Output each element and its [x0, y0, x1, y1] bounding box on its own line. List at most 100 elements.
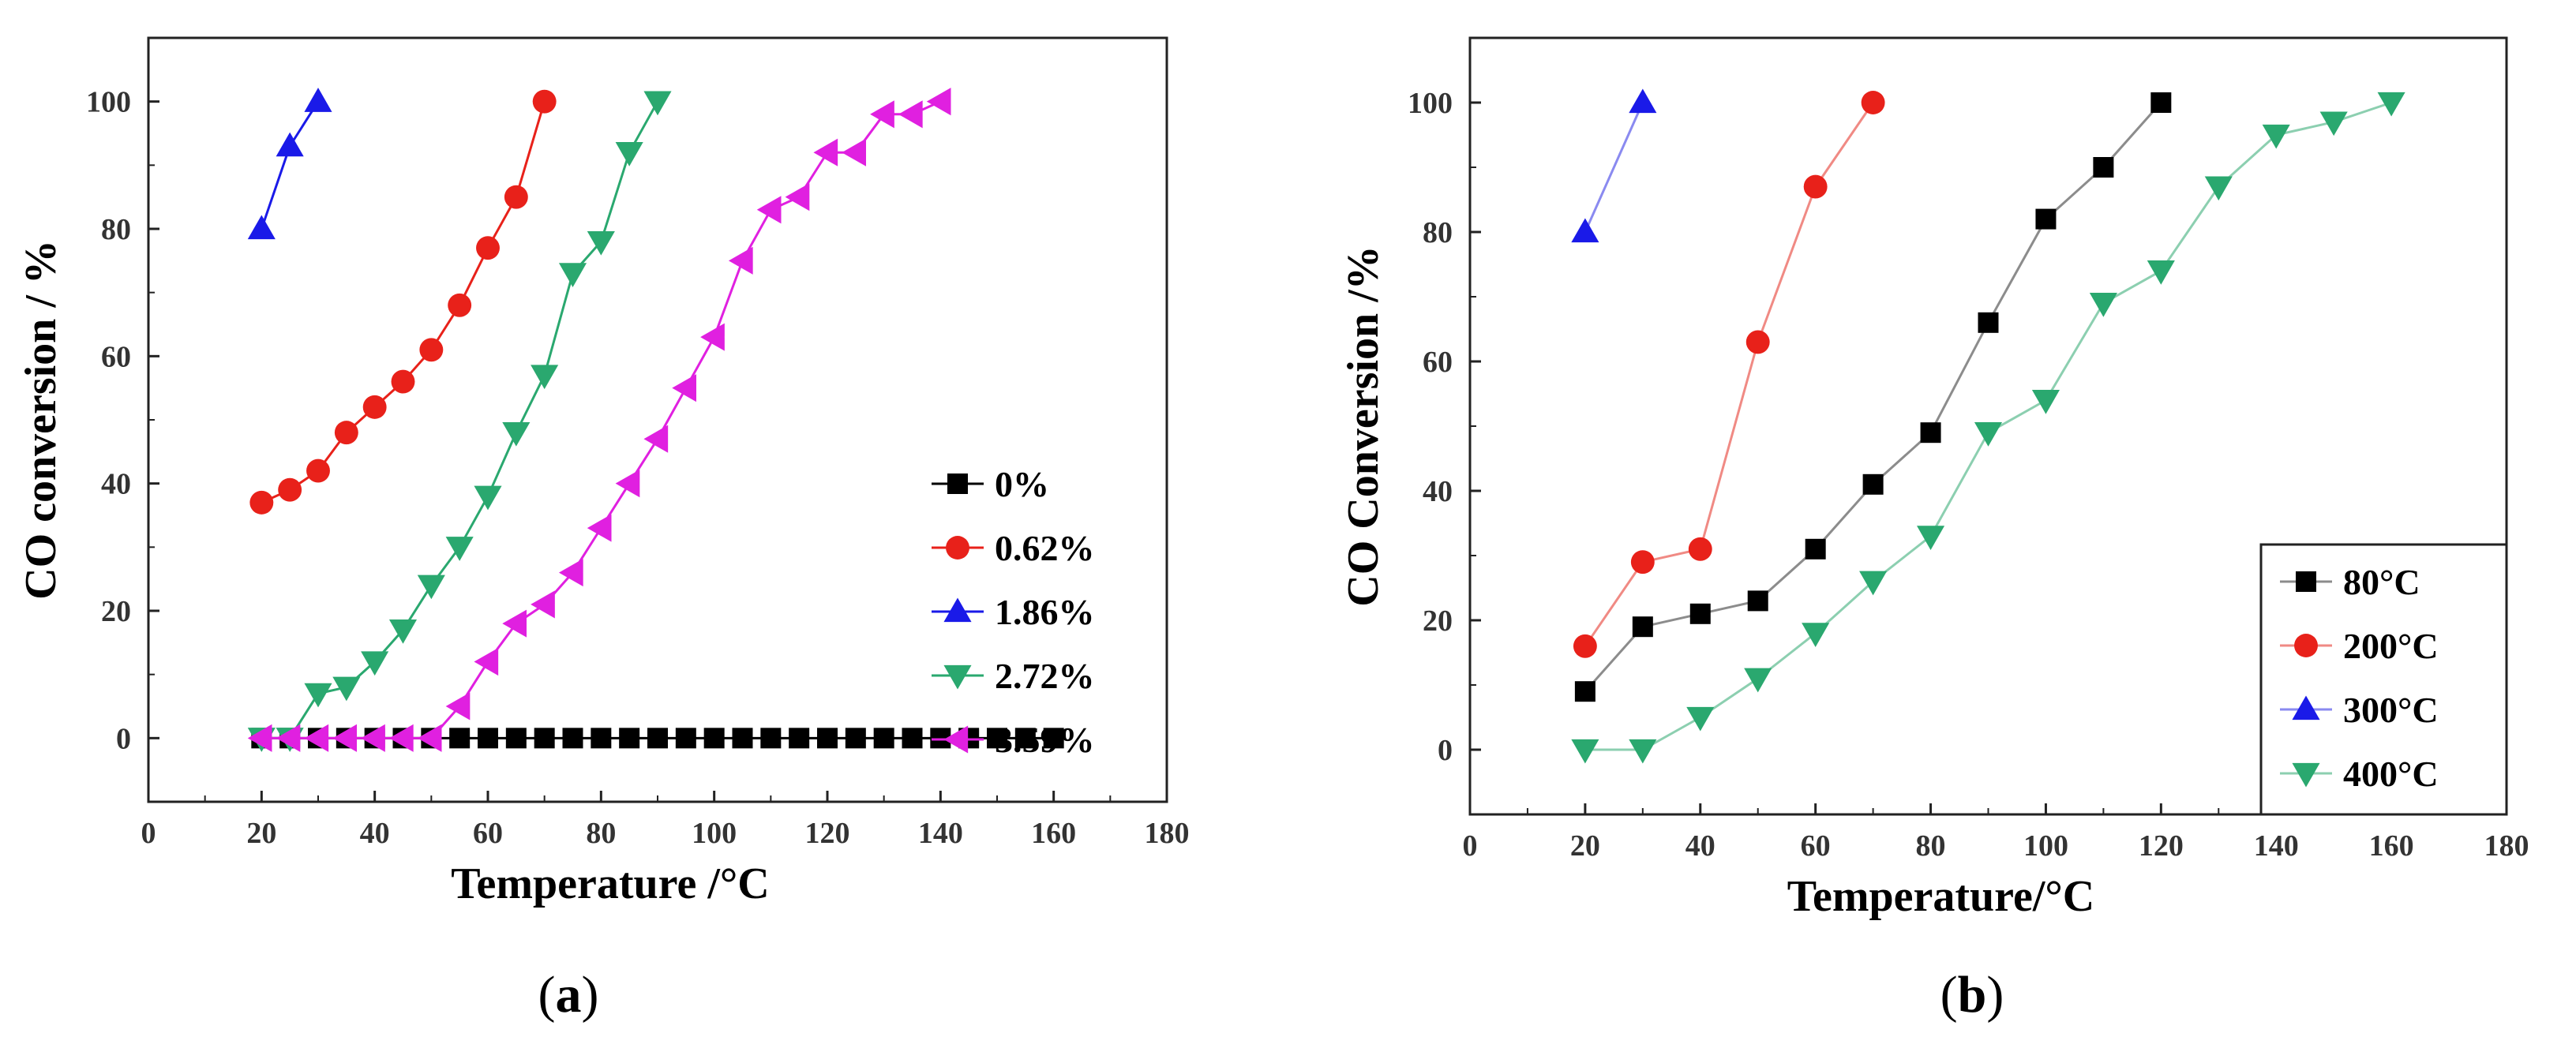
data-point	[531, 590, 555, 619]
x-tick-label: 120	[2139, 829, 2184, 863]
series-4	[247, 88, 951, 752]
series-2	[1571, 88, 1657, 243]
data-point	[643, 425, 669, 453]
data-point	[505, 728, 527, 749]
data-point	[448, 293, 472, 317]
x-tick-label: 0	[1463, 829, 1478, 863]
data-point	[813, 138, 838, 167]
data-point	[1862, 473, 1884, 495]
x-tick-label: 0	[141, 817, 156, 850]
data-point	[1747, 590, 1768, 612]
data-point	[728, 246, 753, 275]
panel-label-a: (a)	[538, 966, 599, 1024]
y-tick-label: 0	[1438, 734, 1453, 767]
y-tick-label: 40	[101, 468, 131, 501]
data-point	[445, 692, 471, 720]
data-point	[388, 619, 418, 644]
data-point	[474, 485, 502, 511]
data-point	[845, 728, 866, 749]
data-point	[1689, 603, 1711, 624]
series-line	[1584, 102, 1874, 647]
data-point	[789, 728, 810, 749]
data-point	[1014, 728, 1036, 749]
data-point	[334, 421, 358, 445]
data-point	[591, 728, 612, 749]
x-tick-label: 20	[246, 817, 276, 850]
y-tick-label: 80	[1423, 216, 1453, 249]
series-line	[261, 101, 546, 504]
legend-label: 400°C	[2343, 754, 2439, 794]
data-point	[2147, 260, 2175, 285]
chart-panel-a: 0 20 40 60 80 100 120 140 160 180 0 20 40 60 80 100 Temp…	[17, 36, 1190, 908]
data-point	[1920, 422, 1941, 444]
data-point	[332, 676, 361, 702]
series-1	[1573, 91, 1885, 658]
data-point	[2035, 208, 2057, 230]
legend: 80°C 200°C 300°C 400°C	[2259, 543, 2508, 816]
data-point	[1805, 538, 1826, 560]
x-tick-label: 80	[586, 817, 616, 850]
data-point	[558, 263, 587, 288]
data-point	[1571, 739, 1599, 764]
data-point	[587, 230, 615, 256]
data-point	[504, 185, 528, 209]
data-point	[1745, 330, 1770, 354]
data-point	[1978, 312, 1999, 333]
data-point	[2377, 92, 2405, 117]
data-point	[987, 728, 1007, 749]
legend-marker	[947, 473, 968, 494]
series-line	[261, 100, 941, 739]
data-point	[1861, 91, 1885, 114]
data-point	[247, 724, 272, 752]
series-1	[249, 89, 557, 515]
data-point	[1629, 739, 1657, 764]
data-point	[756, 196, 782, 224]
legend-marker	[2292, 695, 2320, 720]
x-tick-label: 40	[360, 817, 390, 850]
y-tick-label: 60	[1423, 346, 1453, 379]
y-tick-label: 20	[101, 595, 131, 628]
data-point	[276, 132, 304, 157]
data-point	[672, 374, 696, 402]
legend-label: 1.86%	[995, 592, 1095, 632]
data-point	[700, 323, 725, 351]
legend-marker	[2294, 634, 2318, 657]
series-2	[247, 88, 332, 240]
y-axis-label: CO Conversion /%	[1339, 245, 1388, 606]
data-point	[873, 728, 894, 749]
data-point	[419, 338, 444, 362]
x-tick-label: 80	[1916, 829, 1946, 863]
chart-panel-b: 0 20 40 60 80 100 120 140 160 180 0 20 40 60 80 100 Temp…	[1339, 36, 2529, 921]
x-tick-label: 60	[1801, 829, 1831, 863]
panel-label-b-letter: b	[1958, 966, 1987, 1024]
data-point	[1571, 218, 1599, 243]
data-point	[502, 609, 527, 638]
data-point	[870, 100, 894, 129]
data-point	[1688, 537, 1712, 561]
data-point	[2150, 92, 2172, 113]
data-point	[361, 724, 385, 752]
x-axis-label: Temperature /°C	[451, 859, 769, 908]
x-tick-label: 60	[473, 817, 503, 850]
y-tick-label: 80	[101, 213, 131, 246]
data-point	[502, 421, 531, 447]
data-point	[332, 724, 357, 752]
series-line	[1584, 102, 2162, 693]
x-tick-label: 160	[2369, 829, 2414, 863]
y-tick-label: 40	[1423, 475, 1453, 508]
x-axis-label: Temperature/°C	[1787, 872, 2094, 921]
data-point	[534, 728, 555, 749]
x-tick-label: 160	[1031, 817, 1076, 850]
data-point	[615, 470, 640, 498]
y-tick-label: 20	[1423, 604, 1453, 638]
data-point	[417, 724, 442, 752]
data-point	[817, 728, 838, 749]
legend-label: 3.59%	[995, 720, 1095, 760]
data-point	[760, 728, 782, 749]
legend-label: 0%	[995, 464, 1049, 504]
data-point	[1573, 634, 1597, 658]
x-tick-label: 100	[2023, 829, 2068, 863]
data-point	[362, 395, 387, 419]
data-point	[532, 89, 557, 114]
data-point	[304, 683, 332, 708]
